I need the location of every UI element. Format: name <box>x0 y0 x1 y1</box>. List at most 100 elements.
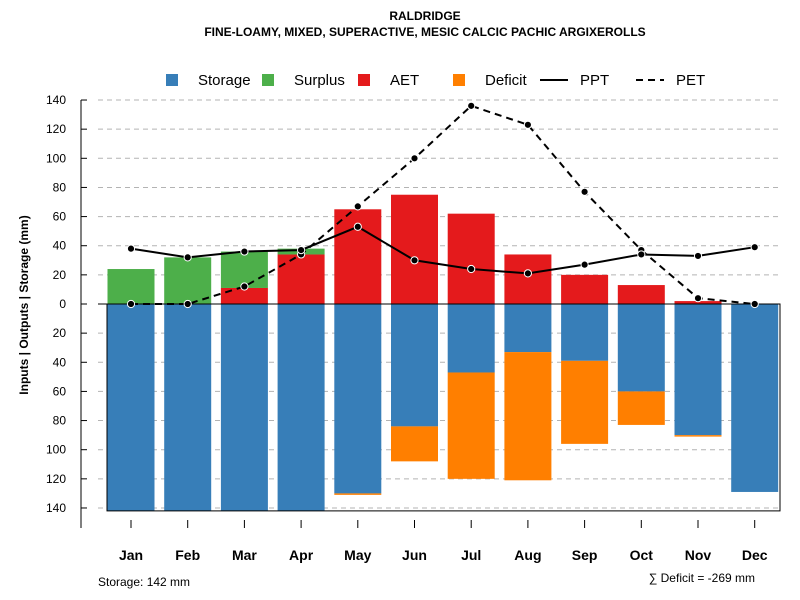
deficit-bar <box>504 352 552 481</box>
pet-line <box>131 104 755 305</box>
axes: 140 120 100 80 60 40 20 0 20 40 60 80 100 120 140 Jan Fe… <box>46 93 768 563</box>
storage-bar <box>561 304 609 361</box>
storage-bar <box>731 304 779 492</box>
y-tick-label: 40 <box>53 239 67 253</box>
pet-point <box>410 154 419 163</box>
y-tick-label: 60 <box>53 210 67 224</box>
legend-label: Storage <box>198 72 251 89</box>
x-tick-label: Jan <box>119 547 143 563</box>
chart-subtitle: FINE-LOAMY, MIXED, SUPERACTIVE, MESIC CA… <box>204 25 645 39</box>
deficit-bar <box>334 493 382 495</box>
x-tick-label: Dec <box>742 547 768 563</box>
aet-bar <box>220 287 268 304</box>
y-tick-label: 80 <box>53 180 67 194</box>
storage-bar <box>674 304 722 436</box>
y-tick-label: 100 <box>46 443 66 457</box>
x-tick-label: Sep <box>572 547 598 563</box>
pet-point <box>183 299 192 309</box>
y-tick-label: 80 <box>53 414 67 428</box>
pet-point <box>240 282 249 291</box>
pet-point <box>353 202 362 211</box>
x-tick-label: Nov <box>685 547 712 563</box>
ppt-point <box>523 269 533 278</box>
legend-label: Deficit <box>485 72 528 89</box>
storage-bar <box>277 304 325 511</box>
legend-swatch <box>262 74 274 86</box>
y-tick-label: 20 <box>53 326 67 340</box>
storage-note: Storage: 142 mm <box>98 575 190 589</box>
deficit-bar <box>561 360 609 444</box>
legend-label: Surplus <box>294 72 345 89</box>
storage-bar <box>220 304 268 511</box>
y-tick-label: 40 <box>53 355 67 369</box>
pet-point <box>693 294 703 303</box>
legend-label: PET <box>676 72 705 89</box>
x-tick-label: Feb <box>175 547 200 563</box>
ppt-point <box>693 251 703 261</box>
ppt-point <box>750 243 759 252</box>
pet-point <box>126 299 136 309</box>
storage-bar <box>164 304 212 511</box>
ppt-point <box>410 256 419 265</box>
deficit-bar <box>391 426 438 462</box>
pet-point <box>750 299 759 309</box>
x-tick-label: May <box>344 547 371 563</box>
deficit-bar <box>447 372 495 479</box>
aet-bar <box>617 285 665 304</box>
x-tick-label: Mar <box>232 547 257 563</box>
legend-swatch <box>166 74 178 86</box>
y-tick-label: 0 <box>59 297 66 311</box>
y-tick-label: 100 <box>46 151 66 165</box>
ppt-point <box>297 245 306 255</box>
aet-bar <box>447 213 495 304</box>
ppt-point <box>183 253 192 262</box>
ppt-line <box>130 225 755 275</box>
legend: Storage Surplus AET Deficit PPT PET <box>166 72 705 89</box>
aet-bar <box>391 194 438 304</box>
series-lines <box>126 101 759 309</box>
surplus-bar <box>164 257 212 304</box>
y-axis-label: Inputs | Outputs | Storage (mm) <box>17 215 31 394</box>
ppt-point <box>353 222 362 231</box>
y-tick-label: 120 <box>46 472 66 486</box>
grid-lines <box>98 99 780 509</box>
legend-swatch <box>453 74 465 86</box>
y-tick-label: 20 <box>53 268 67 282</box>
y-tick-label: 140 <box>46 93 66 107</box>
storage-bar <box>504 304 552 353</box>
ppt-point <box>240 247 249 256</box>
x-tick-label: Oct <box>630 547 654 563</box>
storage-bar <box>447 304 495 373</box>
pet-point <box>580 187 589 196</box>
x-tick-label: Aug <box>514 547 541 563</box>
storage-bar <box>617 304 665 392</box>
aet-bar <box>561 274 609 304</box>
pet-point <box>467 101 476 110</box>
ppt-point <box>467 264 476 274</box>
ppt-point <box>126 244 136 253</box>
aet-bar <box>504 254 552 304</box>
y-tick-label: 120 <box>46 122 66 136</box>
storage-bar <box>391 304 438 427</box>
surplus-bar <box>220 251 268 288</box>
chart-title: RALDRIDGE <box>389 9 460 23</box>
aet-bar <box>277 254 325 304</box>
aet-bar <box>674 301 722 304</box>
legend-label: AET <box>390 72 419 89</box>
y-tick-label: 60 <box>53 384 67 398</box>
surplus-bar <box>107 269 155 304</box>
x-tick-label: Jul <box>461 547 481 563</box>
ppt-point <box>637 250 646 259</box>
pet-point <box>523 120 533 129</box>
y-tick-label: 140 <box>46 501 66 515</box>
deficit-bar <box>617 391 665 425</box>
x-tick-label: Apr <box>289 547 314 563</box>
legend-label: PPT <box>580 72 609 89</box>
deficit-note: ∑ Deficit = -269 mm <box>649 571 755 585</box>
ppt-point <box>580 260 589 269</box>
storage-bar <box>334 304 382 494</box>
x-tick-label: Jun <box>402 547 427 563</box>
legend-swatch <box>358 74 370 86</box>
storage-bar <box>107 304 155 511</box>
